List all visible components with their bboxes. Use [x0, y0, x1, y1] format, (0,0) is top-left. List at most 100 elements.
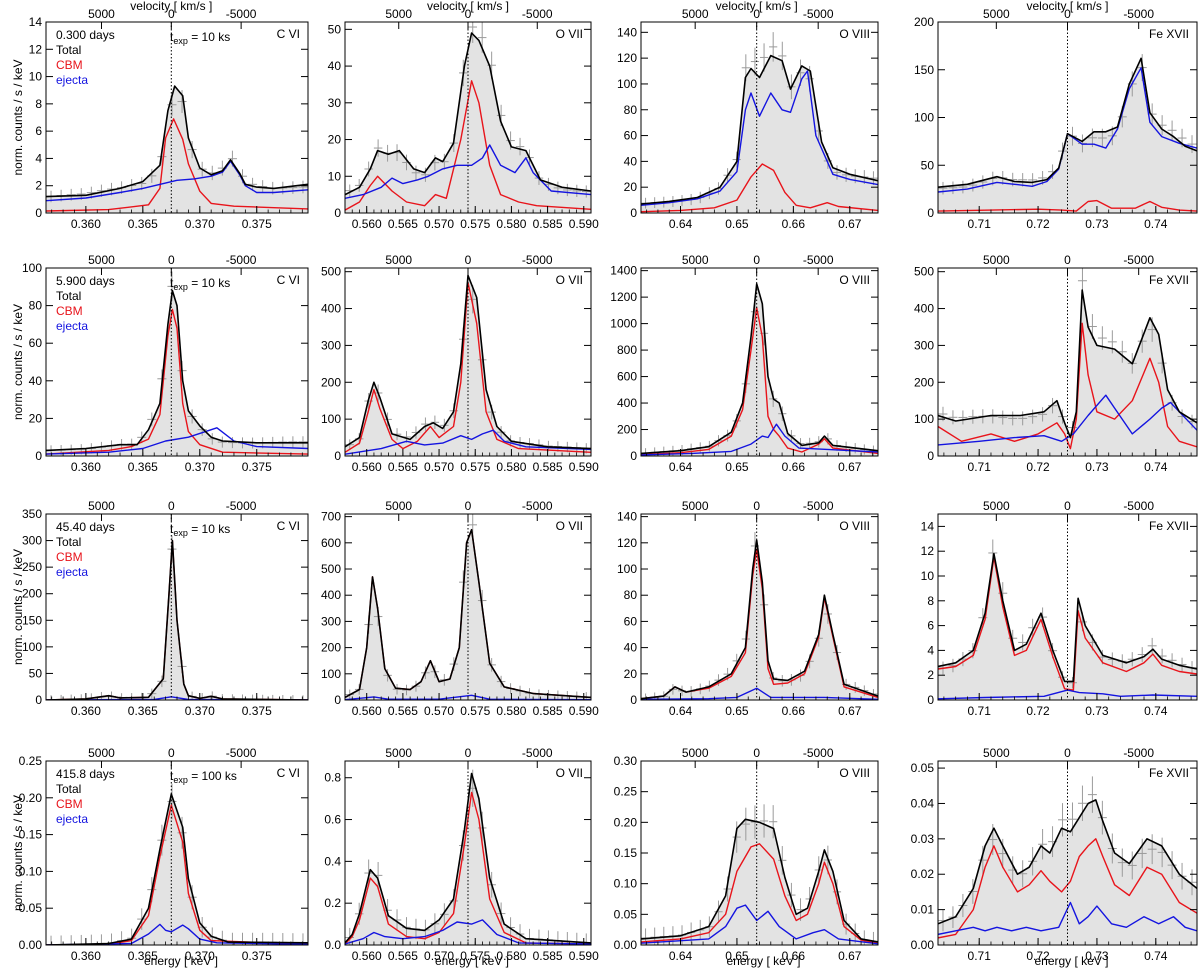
- velocity-tick-label: -5000: [522, 7, 553, 21]
- x-tick-label: 0.585: [533, 704, 563, 718]
- velocity-tick-label: -5000: [803, 253, 834, 267]
- velocity-tick-label: -5000: [522, 746, 553, 760]
- legend-cbm: CBM: [56, 58, 83, 72]
- total-line: [345, 32, 591, 196]
- velocity-tick-label: 0: [753, 7, 760, 21]
- ion-label: Fe XVII: [1149, 27, 1189, 41]
- x-tick-label: 0.560: [352, 217, 382, 231]
- ejecta-line: [46, 923, 308, 945]
- data-point: [958, 410, 968, 425]
- plot-area: [46, 271, 308, 456]
- data-point: [373, 139, 383, 157]
- y-tick-label: 0: [334, 449, 341, 463]
- velocity-axis-title: velocity [ km/s ]: [1026, 0, 1108, 13]
- x-tick-label: 0.64: [669, 217, 693, 231]
- data-point: [1028, 618, 1038, 637]
- data-point: [1087, 776, 1097, 813]
- ion-label: O VIII: [839, 27, 870, 41]
- y-tick-label: 200: [617, 423, 637, 437]
- ion-label: C VI: [277, 27, 300, 41]
- data-point: [197, 423, 207, 436]
- ion-label: O VII: [556, 766, 583, 780]
- y-tick-label: 100: [321, 412, 341, 426]
- data-point: [1137, 647, 1147, 662]
- x-tick-label: 0.365: [128, 949, 158, 963]
- data-point: [46, 935, 56, 945]
- ejecta-line: [641, 70, 878, 206]
- velocity-tick-label: -5000: [803, 7, 834, 21]
- data-point: [968, 409, 978, 424]
- data-point: [968, 879, 978, 904]
- x-tick-label: 0.360: [71, 704, 101, 718]
- velocity-tick-label: 5000: [983, 746, 1010, 760]
- epoch-label: 0.300 days: [56, 28, 115, 42]
- ion-label: O VIII: [839, 519, 870, 533]
- ion-label: O VIII: [839, 766, 870, 780]
- x-tick-label: 0.565: [388, 949, 418, 963]
- legend-ejecta: ejecta: [56, 812, 88, 826]
- velocity-tick-label: 5000: [983, 253, 1010, 267]
- y-tick-label: 0.05: [614, 907, 638, 921]
- total-fill-area: [641, 540, 878, 700]
- x-tick-label: 0.570: [424, 704, 454, 718]
- y-axis-label: norm. counts / s / keV: [11, 795, 25, 911]
- data-point: [1127, 851, 1137, 880]
- y-tick-label: 80: [624, 588, 638, 602]
- x-tick-label: 0.570: [424, 949, 454, 963]
- x-tick-label: 0.590: [569, 704, 599, 718]
- data-point: [750, 47, 760, 76]
- x-tick-label: 0.585: [533, 949, 563, 963]
- x-tick-label: 0.375: [242, 704, 272, 718]
- y-tick-label: 500: [321, 562, 341, 576]
- ejecta-line: [938, 67, 1197, 193]
- data-point: [1117, 848, 1127, 877]
- plot-area: [46, 783, 308, 945]
- plot-area: [345, 22, 591, 213]
- y-tick-label: 0: [630, 206, 637, 220]
- data-point: [56, 935, 66, 945]
- data-point: [1137, 329, 1147, 353]
- plot-area: [641, 283, 878, 456]
- cbm-line: [46, 308, 308, 455]
- legend-total: Total: [56, 535, 81, 549]
- x-tick-label: 0.370: [185, 460, 215, 474]
- data-point: [354, 178, 364, 192]
- data-point: [741, 807, 750, 841]
- velocity-tick-label: -5000: [1123, 746, 1154, 760]
- data-point: [1038, 407, 1048, 422]
- panel-fe-xvii-row-3: 0.71 0.72 0.73 0.74 5000 0 -5000 0.00 0.01 0.02 0.…: [911, 746, 1198, 968]
- y-tick-label: 60: [624, 614, 638, 628]
- total-line: [938, 289, 1197, 439]
- y-tick-label: 40: [624, 641, 638, 655]
- x-tick-label: 0.580: [496, 217, 526, 231]
- ion-label: O VII: [556, 519, 583, 533]
- data-point: [948, 181, 958, 195]
- y-tick-label: 20: [624, 667, 638, 681]
- data-point: [958, 180, 968, 194]
- plot-area: [345, 274, 591, 456]
- data-point: [411, 165, 421, 180]
- y-tick-label: 80: [29, 299, 43, 313]
- x-tick-label: 0.66: [782, 704, 806, 718]
- y-tick-label: 0.00: [19, 938, 43, 952]
- x-tick-label: 0.575: [460, 704, 490, 718]
- y-tick-label: 0.25: [614, 785, 638, 799]
- data-point: [1077, 134, 1087, 153]
- y-tick-label: 500: [914, 265, 934, 279]
- data-point: [1058, 803, 1068, 837]
- x-tick-label: 0.560: [352, 949, 382, 963]
- y-tick-label: 150: [22, 613, 42, 627]
- y-tick-label: 2: [927, 668, 934, 682]
- data-point: [978, 845, 988, 875]
- velocity-tick-label: 0: [1064, 7, 1071, 21]
- x-tick-label: 0.65: [725, 949, 749, 963]
- x-tick-label: 0.590: [569, 460, 599, 474]
- x-tick-label: 0.560: [352, 704, 382, 718]
- y-tick-label: 100: [617, 562, 637, 576]
- y-tick-label: 0: [630, 449, 637, 463]
- x-tick-label: 0.565: [388, 217, 418, 231]
- velocity-tick-label: 0: [168, 253, 175, 267]
- data-point: [572, 184, 582, 197]
- x-tick-label: 0.570: [424, 217, 454, 231]
